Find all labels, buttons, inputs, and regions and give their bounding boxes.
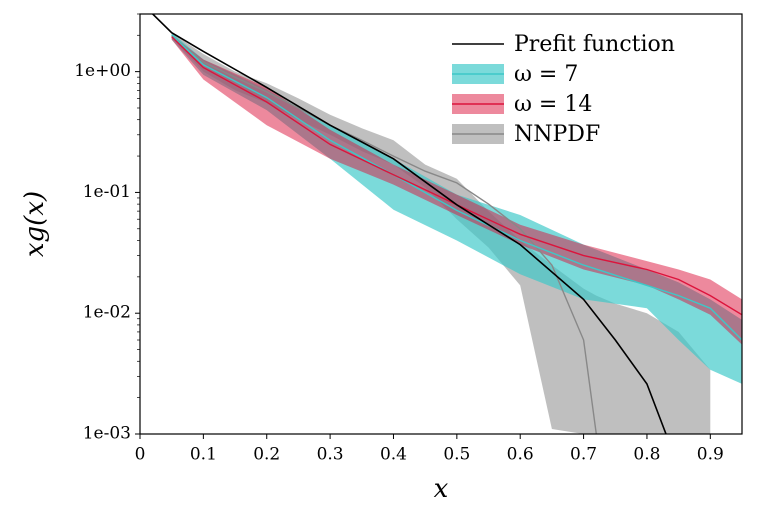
axes-frame [139, 13, 743, 435]
band [171, 35, 742, 345]
y-tick-label: 1e+00 [74, 61, 131, 81]
y-axis-label: xg(x) [20, 191, 50, 257]
plot-area [152, 14, 742, 434]
line [171, 34, 597, 434]
band [171, 32, 711, 434]
y-tick-label: 1e-02 [83, 303, 131, 323]
y-tick-label: 1e-01 [83, 182, 131, 202]
x-tick-label: 0.7 [570, 445, 597, 465]
x-tick-label: 0.6 [507, 445, 534, 465]
legend-label: ω = 7 [514, 62, 578, 87]
x-tick-label: 0.5 [443, 445, 470, 465]
x-tick-label: 0.9 [697, 445, 724, 465]
x-tick-label: 0 [135, 445, 146, 465]
x-tick-label: 0.1 [190, 445, 217, 465]
line [171, 36, 742, 316]
legend-label: Prefit function [514, 32, 675, 57]
x-tick-label: 0.3 [317, 445, 344, 465]
legend-label: NNPDF [514, 122, 600, 147]
x-tick-label: 0.2 [253, 445, 280, 465]
y-tick-label: 1e-03 [83, 424, 131, 444]
legend-label: ω = 14 [514, 92, 592, 117]
x-tick-label: 0.4 [380, 445, 407, 465]
x-tick-label: 0.8 [633, 445, 660, 465]
line [152, 14, 667, 434]
x-axis-label: x [434, 474, 449, 504]
